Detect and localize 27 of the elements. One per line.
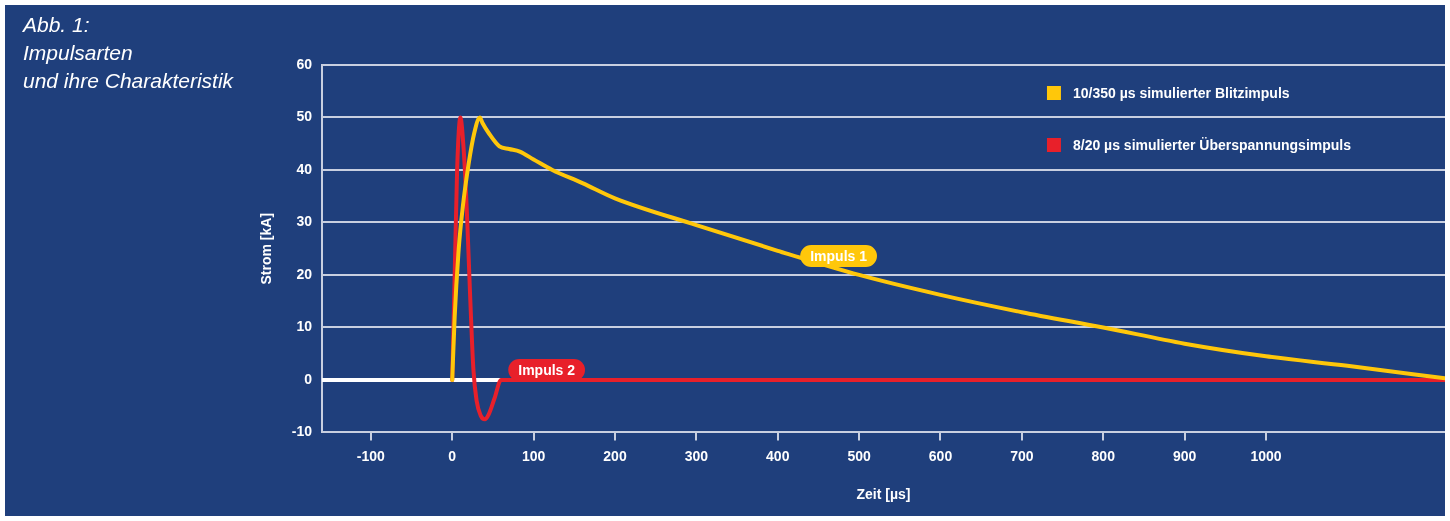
x-tick-label: 500	[847, 447, 871, 464]
annotation: Impuls 2	[518, 361, 576, 378]
x-tick-label: 300	[684, 447, 709, 464]
x-tick-label: -100	[356, 447, 386, 464]
y-tick-label: 50	[296, 108, 313, 125]
text: Abb. 1: Impulsarten und ihre Charakteristik	[23, 12, 234, 94]
x-tick-label: 0	[448, 447, 457, 464]
y-tick-label: 0	[304, 370, 313, 387]
x-tick-label: 1000	[1250, 447, 1282, 464]
y-tick-label: -10	[291, 423, 313, 440]
legend-label: 8/20 µs simulierter Überspannungsimpuls	[1072, 136, 1352, 153]
y-tick-label: 20	[296, 265, 313, 282]
y-tick-label: 60	[296, 55, 313, 72]
y-tick-label: 30	[296, 213, 313, 230]
x-tick-label: 400	[766, 447, 790, 464]
x-tick-label: 600	[928, 447, 953, 464]
annotation: Impuls 1	[810, 247, 868, 264]
y-tick-label: 10	[296, 318, 313, 335]
y-tick-label: 40	[296, 160, 313, 177]
x-tick-label: 700	[1010, 447, 1034, 464]
y-axis-title: Strom [kA]	[258, 212, 275, 285]
x-axis-title: Zeit [µs]	[856, 486, 911, 503]
x-tick-label: 800	[1091, 447, 1116, 464]
x-tick-label: 100	[521, 447, 546, 464]
legend-label: 10/350 µs simulierter Blitzimpuls	[1072, 84, 1290, 101]
x-tick-label: 200	[603, 447, 627, 464]
x-tick-label: 900	[1172, 447, 1197, 464]
